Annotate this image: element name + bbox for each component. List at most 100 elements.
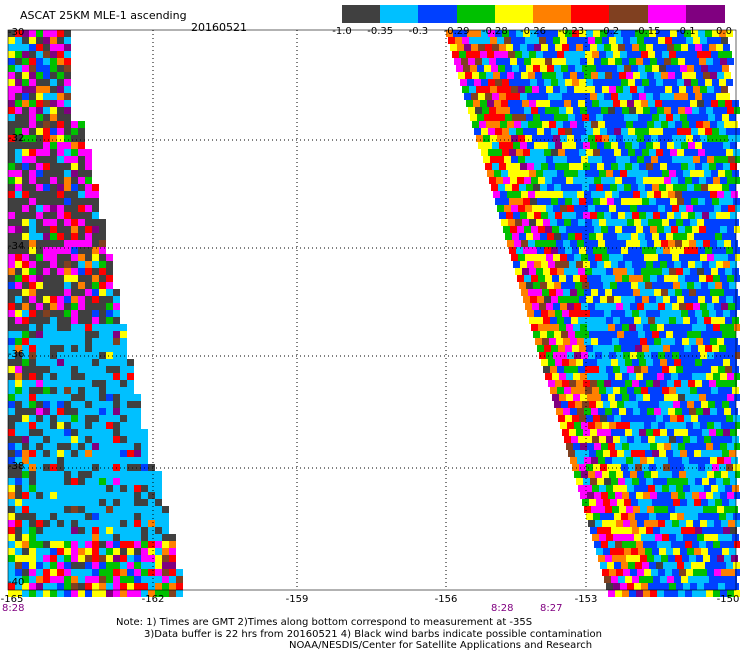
swath-cell (688, 527, 695, 534)
swath-cell (563, 191, 570, 198)
swath-cell (553, 156, 560, 163)
swath-cell (623, 254, 630, 261)
swath-cell (92, 408, 99, 415)
swath-cell (670, 247, 677, 254)
swath-cell (50, 443, 57, 450)
swath-cell (501, 100, 508, 107)
swath-cell (619, 121, 626, 128)
swath-cell (727, 590, 734, 597)
swath-cell (43, 233, 50, 240)
swath-cell (106, 429, 113, 436)
swath-cell (721, 471, 728, 478)
swath-cell (29, 226, 36, 233)
swath-cell (512, 233, 519, 240)
swath-cell (113, 373, 120, 380)
swath-cell (578, 436, 585, 443)
swath-cell (643, 590, 650, 597)
swath-cell (22, 590, 29, 597)
swath-cell (646, 310, 653, 317)
swath-cell (720, 226, 727, 233)
swath-cell (726, 464, 733, 471)
swath-cell (700, 303, 707, 310)
swath-cell (605, 289, 612, 296)
swath-cell (113, 555, 120, 562)
swath-cell (92, 429, 99, 436)
swath-cell (700, 520, 707, 527)
swath-cell (665, 422, 672, 429)
swath-cell (559, 58, 566, 65)
swath-cell (64, 471, 71, 478)
swath-cell (162, 562, 169, 569)
swath-cell (647, 121, 654, 128)
swath-cell (71, 492, 78, 499)
swath-cell (607, 562, 614, 569)
swath-cell (703, 408, 710, 415)
swath-cell (15, 478, 22, 485)
swath-cell (579, 79, 586, 86)
swath-cell (610, 499, 617, 506)
swath-cell (589, 450, 596, 457)
swath-cell (625, 429, 632, 436)
swath-cell (621, 562, 628, 569)
swath-cell (64, 261, 71, 268)
swath-cell (666, 450, 673, 457)
swath-cell (606, 268, 613, 275)
swath-cell (651, 569, 658, 576)
swath-cell (618, 212, 625, 219)
swath-cell (735, 352, 740, 359)
swath-cell (85, 240, 92, 247)
swath-cell (50, 240, 57, 247)
swath-cell (728, 352, 735, 359)
swath-cell (85, 471, 92, 478)
swath-cell (22, 548, 29, 555)
swath-cell (493, 121, 500, 128)
swath-cell (662, 51, 669, 58)
swath-cell (675, 338, 682, 345)
swath-cell (22, 443, 29, 450)
swath-cell (92, 394, 99, 401)
swath-cell (709, 429, 716, 436)
swath-cell (645, 331, 652, 338)
swath-cell (722, 114, 729, 121)
swath-cell (15, 534, 22, 541)
swath-cell (649, 415, 656, 422)
swath-cell (71, 436, 78, 443)
swath-cell (64, 30, 71, 37)
swath-cell (655, 317, 662, 324)
swath-cell (577, 338, 584, 345)
swath-cell (658, 156, 665, 163)
swath-cell (585, 317, 592, 324)
swath-cell (85, 198, 92, 205)
swath-cell (566, 58, 573, 65)
swath-cell (71, 275, 78, 282)
swath-cell (635, 149, 642, 156)
swath-cell (524, 107, 531, 114)
swath-cell (682, 289, 689, 296)
swath-cell (29, 121, 36, 128)
swath-cell (515, 219, 522, 226)
swath-cell (619, 289, 626, 296)
swath-cell (716, 527, 723, 534)
swath-cell (610, 233, 617, 240)
swath-cell (15, 485, 22, 492)
swath-cell (649, 198, 656, 205)
swath-cell (602, 205, 609, 212)
swath-cell (699, 443, 706, 450)
swath-cell (78, 555, 85, 562)
swath-cell (71, 233, 78, 240)
swath-cell (569, 142, 576, 149)
swath-cell (529, 100, 536, 107)
swath-cell (628, 79, 635, 86)
swath-cell (64, 212, 71, 219)
swath-cell (567, 254, 574, 261)
swath-cell (677, 296, 684, 303)
swath-cell (685, 107, 692, 114)
footer-credit: NOAA/NESDIS/Center for Satellite Applica… (289, 640, 593, 650)
swath-cell (679, 303, 686, 310)
swath-cell (521, 121, 528, 128)
swath-cell (672, 86, 679, 93)
swath-cell (480, 100, 487, 107)
swath-cell (578, 170, 585, 177)
swath-cell (555, 359, 562, 366)
swath-cell (563, 240, 570, 247)
